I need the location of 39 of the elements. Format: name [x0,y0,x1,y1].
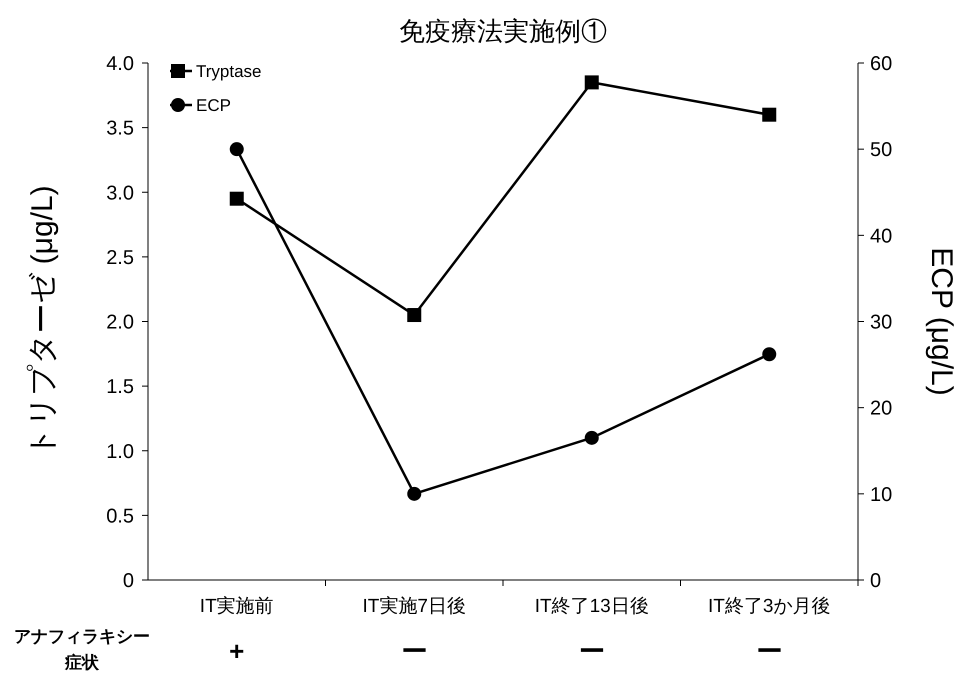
legend-label: Tryptase [196,62,262,81]
y-tick-label: 0 [122,570,134,592]
point [584,75,599,90]
point [584,430,599,445]
x-tick-label: IT実施7日後 [362,595,466,617]
point [762,108,776,122]
point [407,486,422,501]
y2-tick-label: 30 [870,312,892,334]
y-tick-label: 4.0 [106,53,134,75]
point [407,308,422,322]
point [230,142,244,156]
text: アナフィラキシー [14,627,150,646]
y2-tick-label: 10 [870,484,892,506]
y-tick-label: 2.0 [106,312,134,334]
y-tick-label: 3.5 [106,118,134,140]
y2-tick-label: 20 [870,398,892,420]
y2-tick-label: 40 [870,225,892,248]
x-tick-label: IT終了13日後 [534,596,649,617]
text: ー [578,636,605,666]
y2-axis-title: ECP (μg/L) [925,247,958,396]
y-tick-label: 2.5 [106,246,134,269]
text: ー [401,636,428,666]
y-tick-label: 3.0 [106,182,134,204]
text: ー [756,636,782,666]
text: 症状 [64,653,100,672]
x-tick-label: IT実施前 [200,595,274,617]
y2-tick-label: 0 [870,570,882,592]
y-tick-label: 1.5 [106,376,134,398]
legend-label: ECP [196,96,231,115]
y-axis-title: トリプターゼ (μg/L) [26,185,59,458]
y2-tick-label: 50 [870,139,892,162]
y2-tick-label: 60 [870,53,892,75]
y-tick-label: 0.5 [106,505,134,528]
y-tick-label: 1.0 [106,440,134,463]
point [762,347,776,362]
chart-title: 免疫療法実施例① [399,16,607,46]
x-tick-label: IT終了3か月後 [708,596,830,617]
text: + [229,636,244,666]
point [230,192,244,206]
